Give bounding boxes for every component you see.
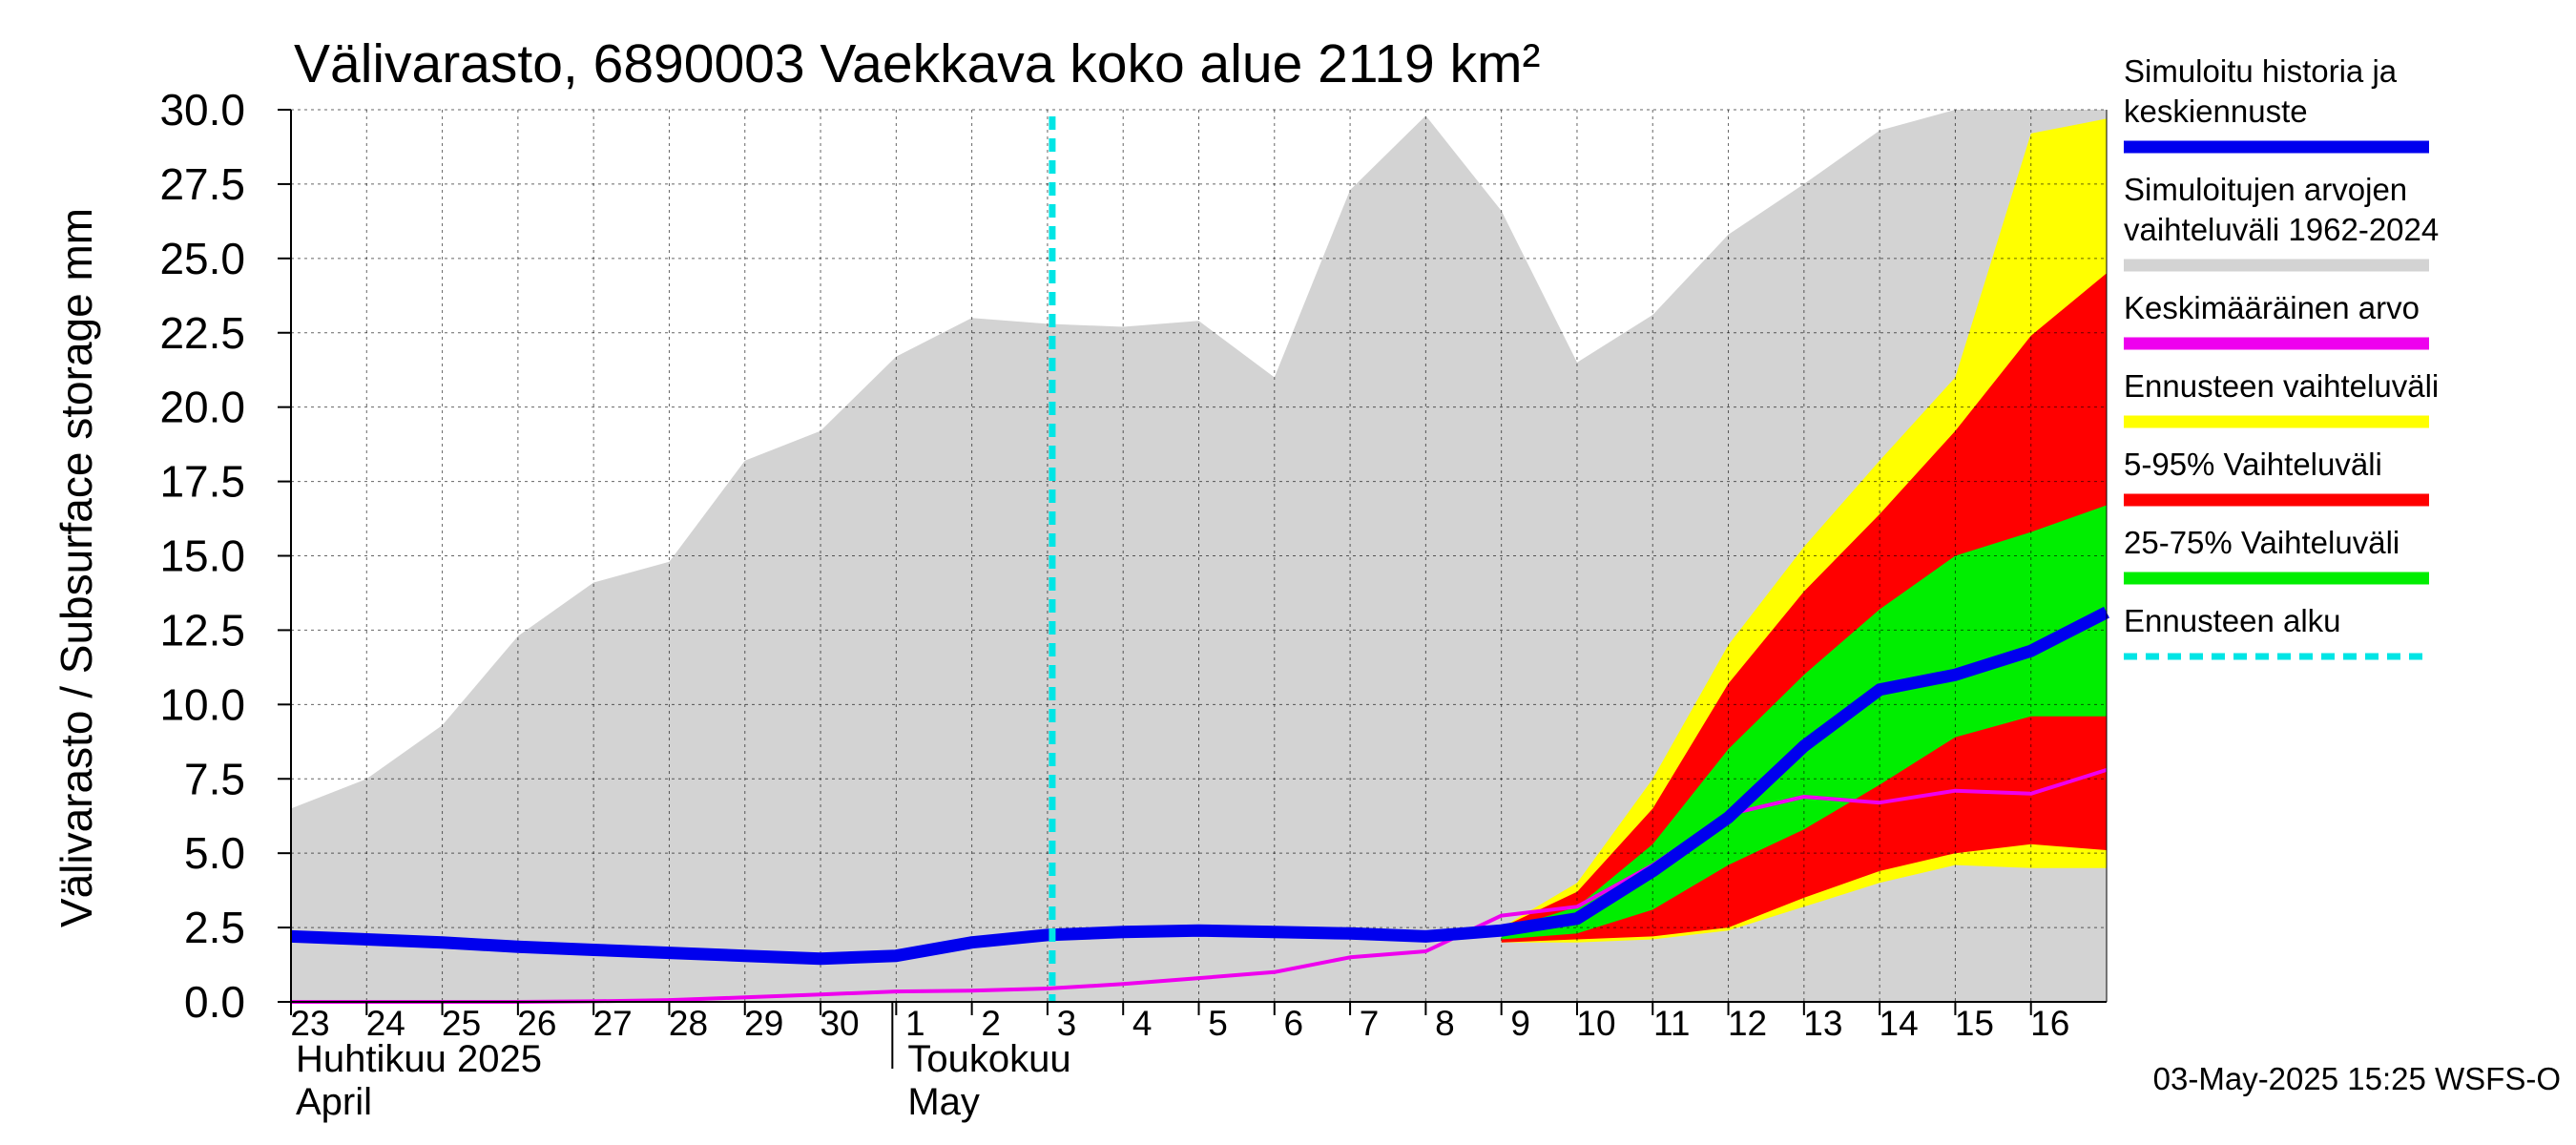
x-tick-label: 5 [1208, 1004, 1228, 1043]
month-label-en: April [296, 1081, 372, 1123]
y-tick-label: 20.0 [159, 383, 245, 432]
y-tick-label: 5.0 [184, 828, 245, 878]
x-tick-label: 9 [1510, 1004, 1530, 1043]
x-tick-label: 23 [290, 1004, 329, 1043]
x-tick-label: 8 [1435, 1004, 1455, 1043]
x-tick-label: 30 [820, 1004, 859, 1043]
legend-item-simuloitujen-arvojen-vaihteluv-li-1962-2024: Simuloitujen arvojen vaihteluväli 1962-20… [2124, 172, 2439, 272]
x-tick-label: 27 [593, 1004, 633, 1043]
x-tick-label: 25 [442, 1004, 481, 1043]
y-tick-label: 27.5 [159, 159, 245, 209]
x-tick-label: 7 [1360, 1004, 1380, 1043]
x-tick-label: 2 [981, 1004, 1001, 1043]
month-label-fi: Toukokuu [907, 1038, 1070, 1080]
legend-item-ennusteen-alku: Ennusteen alku [2124, 603, 2429, 660]
legend-item-simuloitu-historia-ja-keskiennuste: Simuloitu historia ja keskiennuste [2124, 53, 2429, 154]
legend-item-25-75-vaihteluv-li: 25-75% Vaihteluväli [2124, 525, 2429, 585]
axes-layer: 0.0 2.5 5.0 7.5 10.0 12.5 15.0 17.5 20.0 22.5 25.0… [159, 85, 2108, 1123]
chart-title: Välivarasto, 6890003 Vaekkava koko alue … [294, 33, 1541, 94]
month-label-en: May [907, 1081, 980, 1123]
y-tick-label: 17.5 [159, 457, 245, 507]
x-tick-label: 29 [744, 1004, 783, 1043]
x-tick-label: 11 [1653, 1004, 1690, 1043]
series-line-simuloitu-historia-ja-keskiennuste [290, 606, 2109, 966]
x-tick-label: 6 [1284, 1004, 1304, 1043]
x-tick-label: 26 [517, 1004, 556, 1043]
y-tick-label: 2.5 [184, 903, 245, 952]
legend-label: Simuloitu historia ja [2124, 53, 2398, 89]
x-tick-label: 3 [1057, 1004, 1077, 1043]
y-tick-label: 30.0 [159, 85, 245, 135]
x-tick-label: 24 [366, 1004, 405, 1043]
legend-item-ennusteen-vaihteluv-li: Ennusteen vaihteluväli [2124, 368, 2439, 428]
legend-label: Ennusteen alku [2124, 603, 2341, 638]
y-tick-label: 7.5 [184, 754, 245, 803]
y-tick-label: 25.0 [159, 234, 245, 283]
legend-label: Keskimääräinen arvo [2124, 290, 2420, 325]
legend: Simuloitu historia jakeskiennusteSimuloi… [2124, 53, 2439, 660]
band-25-75-vaihteluv-li [1501, 505, 2107, 940]
legend-item-5-95-vaihteluv-li: 5-95% Vaihteluväli [2124, 447, 2429, 507]
legend-item-keskim-r-inen-arvo: Keskimääräinen arvo [2124, 290, 2429, 350]
month-label-fi: Huhtikuu 2025 [296, 1038, 542, 1080]
x-tick-label: 10 [1576, 1004, 1615, 1043]
band-5-95-vaihteluv-li [1501, 273, 2107, 943]
y-tick-label: 0.0 [184, 977, 245, 1027]
legend-label: keskiennuste [2124, 94, 2308, 129]
x-tick-label: 4 [1132, 1004, 1153, 1043]
x-tick-label: 13 [1803, 1004, 1842, 1043]
y-tick-label: 22.5 [159, 308, 245, 358]
x-tick-label: 12 [1728, 1004, 1767, 1043]
x-tick-label: 15 [1955, 1004, 1994, 1043]
legend-label: 5-95% Vaihteluväli [2124, 447, 2382, 482]
footer-timestamp: 03-May-2025 15:25 WSFS-O [2153, 1061, 2561, 1096]
legend-label: Ennusteen vaihteluväli [2124, 368, 2439, 404]
legend-label: 25-75% Vaihteluväli [2124, 525, 2399, 560]
grid-layer [290, 109, 2107, 1003]
x-tick-label: 1 [905, 1004, 925, 1043]
y-axis-label: Välivarasto / Subsurface storage mm [52, 208, 101, 927]
x-tick-label: 14 [1880, 1004, 1919, 1043]
x-tick-label: 16 [2030, 1004, 2069, 1043]
legend-label: Simuloitujen arvojen [2124, 172, 2407, 207]
y-tick-label: 15.0 [159, 531, 245, 581]
x-tick-label: 28 [669, 1004, 708, 1043]
y-tick-label: 12.5 [159, 605, 245, 655]
legend-label: vaihteluväli 1962-2024 [2124, 212, 2439, 247]
y-tick-label: 10.0 [159, 679, 245, 729]
